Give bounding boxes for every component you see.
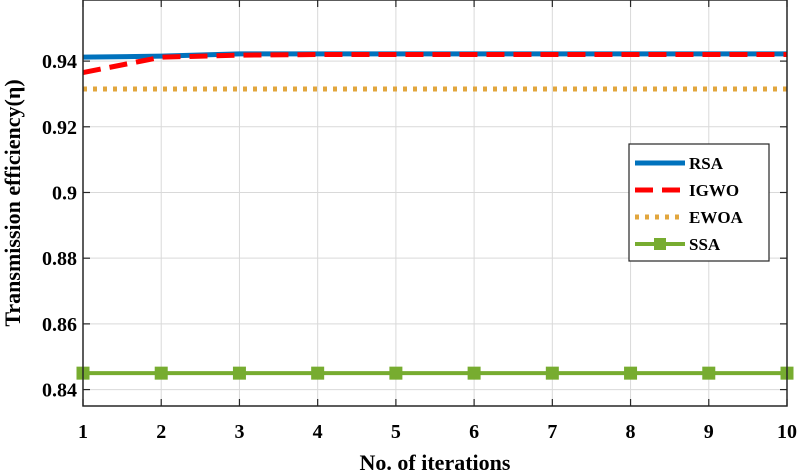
x-tick-label: 7 xyxy=(547,421,557,443)
y-tick-label: 0.86 xyxy=(42,314,77,336)
plot-frame xyxy=(82,0,788,407)
series-line-igwo xyxy=(82,52,787,76)
x-tick-label: 1 xyxy=(78,421,88,443)
legend-label-igwo: IGWO xyxy=(689,181,739,200)
data-point-ssa xyxy=(311,366,325,380)
x-tick-label: 2 xyxy=(156,421,166,443)
x-tick-label: 10 xyxy=(777,421,797,443)
x-tick-label: 4 xyxy=(313,421,323,443)
data-point-ssa xyxy=(545,366,559,380)
x-tick-label: 8 xyxy=(626,421,636,443)
y-axis-title: Transmission efficiency(η) xyxy=(0,79,25,326)
data-point-ssa xyxy=(232,366,246,380)
data-point-ssa xyxy=(467,366,481,380)
y-tick-label: 0.94 xyxy=(42,51,77,73)
x-tick-label: 6 xyxy=(469,421,479,443)
x-axis-title: No. of iterations xyxy=(360,450,511,473)
y-tick-label: 0.9 xyxy=(52,182,77,204)
legend-box xyxy=(628,143,770,262)
data-point-ssa xyxy=(702,366,716,380)
legend-label-ssa: SSA xyxy=(689,235,721,254)
legend-marker-ssa xyxy=(654,238,666,250)
data-point-ssa xyxy=(154,366,168,380)
y-tick-label: 0.84 xyxy=(42,380,77,402)
legend-label-ewoa: EWOA xyxy=(689,208,744,227)
legend: RSA IGWO EWOA SSA xyxy=(628,143,770,262)
y-tick-label: 0.92 xyxy=(42,117,77,139)
x-tick-label: 9 xyxy=(704,421,714,443)
legend-label-rsa: RSA xyxy=(689,154,724,173)
x-tick-label: 3 xyxy=(234,421,244,443)
y-tick-label: 0.88 xyxy=(42,248,77,270)
x-tick-label: 5 xyxy=(391,421,401,443)
axis-ticks: 1 2 3 4 5 6 7 8 9 10 0.84 0.86 0.88 0.9 0.92 0.94 xyxy=(42,0,797,443)
data-point-ssa xyxy=(389,366,403,380)
data-point-ssa xyxy=(624,366,638,380)
